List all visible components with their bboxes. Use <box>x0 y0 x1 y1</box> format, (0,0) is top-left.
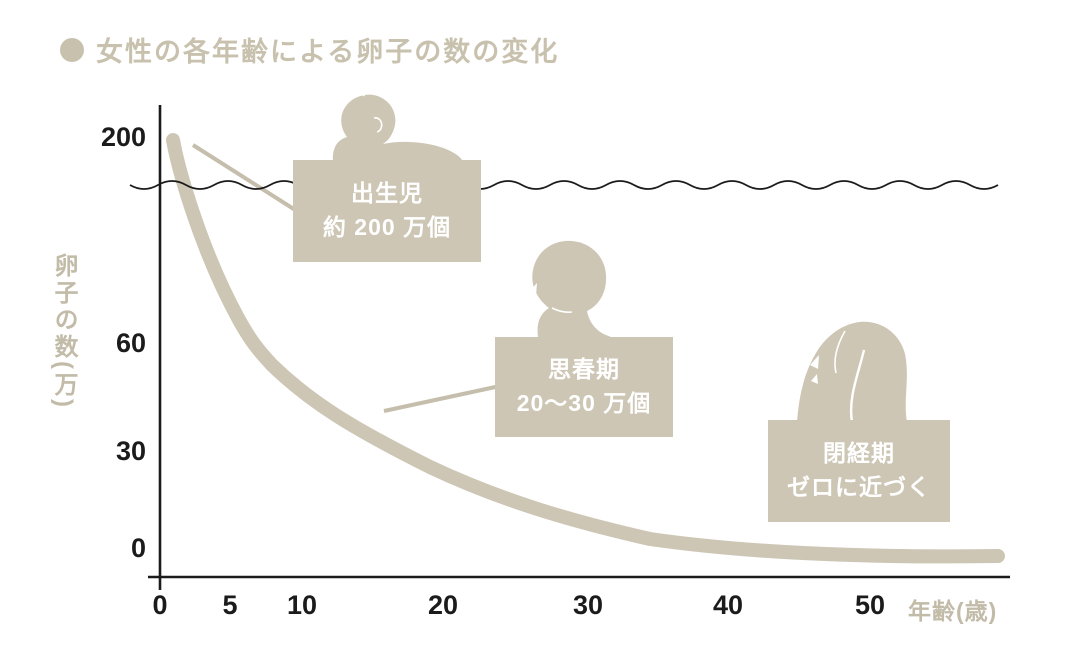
x-axis-unit-label: 年齢(歳) <box>908 598 998 624</box>
y-tick-0: 0 <box>130 533 146 563</box>
baby-hair-curl-detail <box>362 91 374 97</box>
callout-menopause-value: ゼロに近づく <box>787 474 931 500</box>
young-woman-jaw-detail <box>551 307 573 313</box>
callout-puberty-value: 20〜30 万個 <box>516 390 652 416</box>
callout-birth-stage: 出生児 <box>351 180 423 207</box>
x-tick-0: 0 <box>152 590 168 620</box>
x-tick-40: 40 <box>712 590 744 620</box>
y-tick-200: 200 <box>100 122 146 152</box>
young-woman-chin-detail <box>530 299 537 307</box>
older-woman-nose-detail <box>810 355 819 369</box>
y-axis-unit-label: 卵子の数(万) <box>50 253 77 410</box>
chart-title: 女性の各年齢による卵子の数の変化 <box>96 37 560 67</box>
chart-title-row: 女性の各年齢による卵子の数の変化 <box>60 30 559 69</box>
older-woman-chin-detail <box>811 374 818 384</box>
axis-break-wavy-line <box>129 180 999 190</box>
egg-count-curve <box>166 133 1005 564</box>
callout-menopause: 閉経期 ゼロに近づく <box>768 420 950 522</box>
older-woman-silhouette-icon <box>797 321 907 423</box>
bullet-circle-icon <box>60 37 84 62</box>
callout-birth: 出生児 約 200 万個 <box>293 160 481 262</box>
baby-ear-detail <box>373 116 383 133</box>
x-tick-5: 5 <box>222 590 238 620</box>
baby-silhouette-icon <box>332 91 463 162</box>
older-woman-hairline-detail <box>834 330 846 374</box>
older-woman-neck-line-detail <box>849 349 866 423</box>
callout-birth-value: 約 200 万個 <box>322 214 452 240</box>
x-tick-50: 50 <box>854 590 886 620</box>
callout-menopause-stage: 閉経期 <box>823 440 895 467</box>
y-tick-30: 30 <box>115 436 146 466</box>
y-tick-60: 60 <box>115 328 146 358</box>
young-woman-nose-detail <box>529 283 537 296</box>
x-tick-20: 20 <box>427 590 459 620</box>
callout-puberty: 思春期 20〜30 万個 <box>495 337 673 437</box>
leader-line-birth <box>191 143 302 215</box>
callout-puberty-stage: 思春期 <box>548 356 620 383</box>
x-tick-30: 30 <box>572 590 604 620</box>
leader-line-puberty <box>383 384 501 413</box>
x-tick-10: 10 <box>286 590 318 620</box>
young-woman-silhouette-icon <box>529 240 611 337</box>
